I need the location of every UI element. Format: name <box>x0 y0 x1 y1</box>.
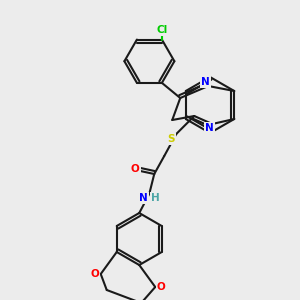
Text: S: S <box>167 134 175 144</box>
Text: N: N <box>205 123 214 133</box>
Text: N: N <box>139 193 148 203</box>
Text: Cl: Cl <box>156 25 167 34</box>
Text: O: O <box>90 269 99 279</box>
Text: H: H <box>151 193 160 203</box>
Text: O: O <box>157 282 166 292</box>
Text: N: N <box>201 77 210 87</box>
Text: O: O <box>131 164 140 174</box>
